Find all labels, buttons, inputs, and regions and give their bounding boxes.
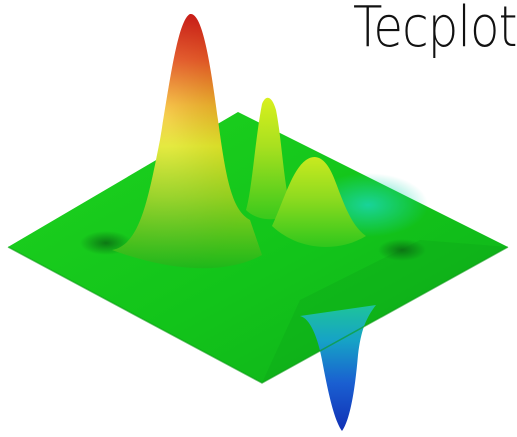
right-dent <box>378 239 426 261</box>
main-peak-shade <box>112 13 262 269</box>
mid-peak <box>272 157 366 247</box>
brand-wordmark: Tecplot <box>353 0 517 60</box>
plane-front-edge <box>7 246 509 384</box>
small-peak <box>246 97 292 220</box>
trough-surface <box>300 305 376 431</box>
